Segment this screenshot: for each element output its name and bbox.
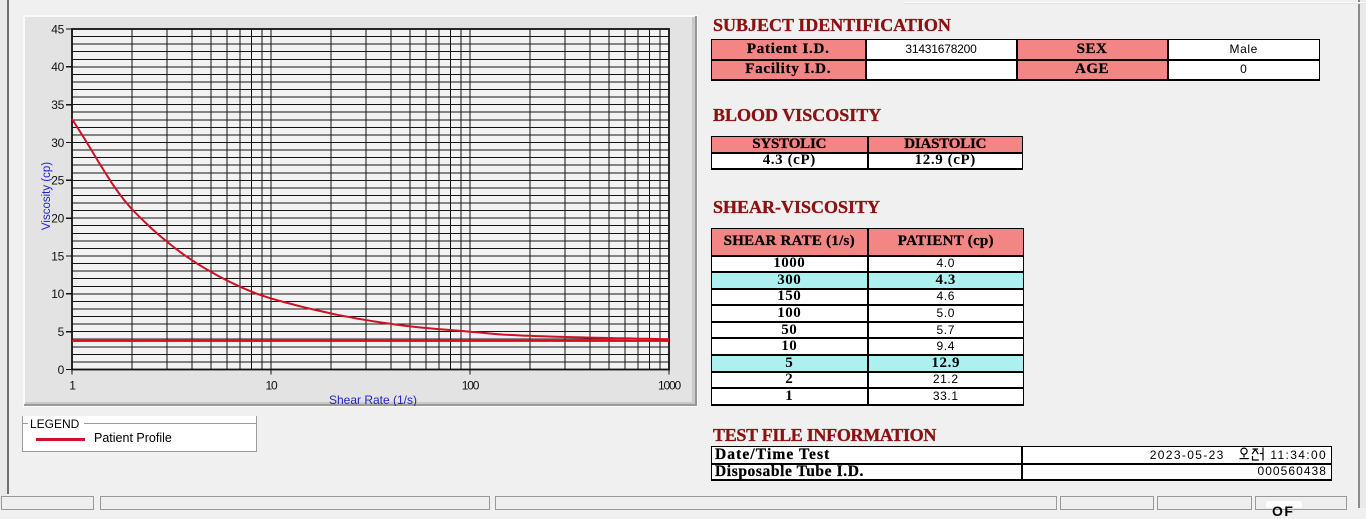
svg-text:40: 40 [51, 60, 64, 74]
svg-text:Viscosity (cp): Viscosity (cp) [41, 162, 53, 230]
svg-text:10: 10 [51, 287, 64, 301]
svg-text:Shear Rate (1/s): Shear Rate (1/s) [329, 393, 417, 406]
svg-text:10: 10 [266, 379, 278, 393]
svg-text:30: 30 [51, 136, 64, 150]
svg-text:0: 0 [58, 363, 65, 377]
svg-text:35: 35 [51, 98, 64, 112]
svg-text:5: 5 [58, 325, 65, 339]
svg-text:100: 100 [462, 379, 480, 393]
svg-text:1000: 1000 [658, 379, 681, 393]
svg-text:20: 20 [51, 211, 64, 225]
svg-text:25: 25 [51, 174, 64, 188]
svg-text:15: 15 [51, 249, 64, 263]
svg-text:1: 1 [69, 379, 76, 393]
svg-text:45: 45 [51, 22, 64, 36]
